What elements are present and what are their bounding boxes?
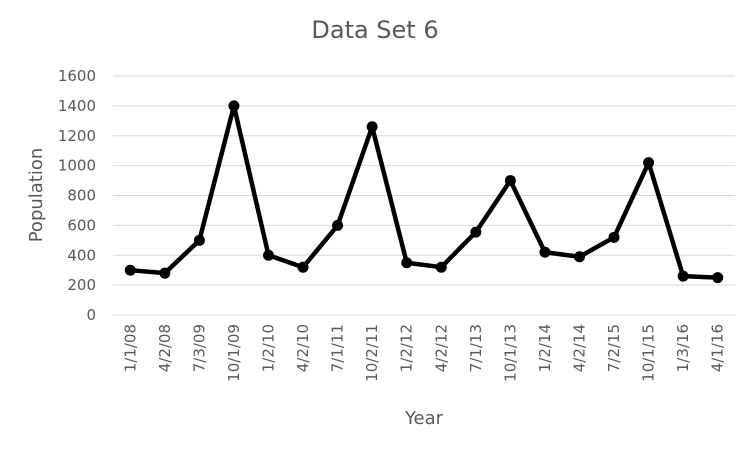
x-tick-label: 4/2/10 — [294, 324, 312, 372]
data-point — [608, 231, 620, 243]
chart-title: Data Set 6 — [311, 16, 438, 44]
x-tick-label: 7/3/09 — [190, 324, 208, 372]
data-point — [712, 272, 724, 284]
y-tick-label: 800 — [67, 187, 96, 205]
series-group — [124, 100, 724, 284]
y-tick-label: 1200 — [58, 127, 96, 145]
x-tick-label: 4/2/12 — [432, 324, 450, 372]
x-tick-label: 4/2/14 — [571, 324, 589, 372]
x-tick-label: 4/1/16 — [709, 324, 727, 372]
y-tick-label: 400 — [67, 246, 96, 264]
data-point — [470, 226, 482, 238]
y-tick-label: 600 — [67, 216, 96, 234]
data-point — [643, 157, 655, 169]
data-point — [332, 219, 344, 231]
data-point — [297, 261, 309, 273]
data-point — [193, 234, 205, 246]
x-axis-tick-labels: 1/1/08 4/2/08 7/3/09 10/1/09 1/2/10 4/2/10 7/1… — [121, 324, 726, 382]
x-tick-label: 1/3/16 — [674, 324, 692, 372]
data-point — [263, 249, 274, 261]
x-tick-label: 10/1/15 — [640, 324, 658, 382]
y-axis-tick-labels: 0 200 400 600 800 1000 1200 1400 1600 — [58, 67, 96, 324]
gridlines — [113, 75, 735, 316]
x-tick-label: 7/1/13 — [467, 324, 485, 372]
x-tick-label: 10/1/13 — [501, 324, 519, 382]
x-tick-label: 10/2/11 — [363, 324, 381, 382]
data-point — [677, 270, 689, 282]
series-line — [130, 103, 718, 280]
x-tick-label: 7/1/11 — [329, 324, 347, 372]
data-point — [124, 264, 136, 276]
data-point — [435, 261, 447, 273]
x-tick-label: 1/2/14 — [536, 324, 554, 372]
x-tick-label: 1/1/08 — [121, 324, 139, 372]
x-axis-title: Year — [404, 408, 444, 429]
data-point — [401, 257, 413, 269]
x-tick-label: 4/2/08 — [156, 324, 174, 372]
y-tick-label: 1600 — [58, 67, 96, 85]
y-axis-title: Population — [26, 148, 47, 243]
x-tick-label: 7/2/15 — [605, 324, 623, 372]
data-point — [574, 251, 585, 263]
y-tick-label: 1000 — [58, 157, 96, 175]
data-point — [366, 121, 378, 133]
x-tick-label: 1/2/10 — [260, 324, 278, 372]
data-point — [228, 100, 240, 112]
y-tick-label: 200 — [67, 276, 96, 294]
x-tick-label: 1/2/12 — [398, 324, 416, 372]
y-tick-label: 0 — [86, 306, 96, 324]
data-point — [504, 175, 516, 187]
x-tick-label: 10/1/09 — [225, 324, 243, 382]
data-point — [159, 267, 171, 279]
y-tick-label: 1400 — [58, 97, 96, 115]
data-point — [539, 246, 551, 258]
